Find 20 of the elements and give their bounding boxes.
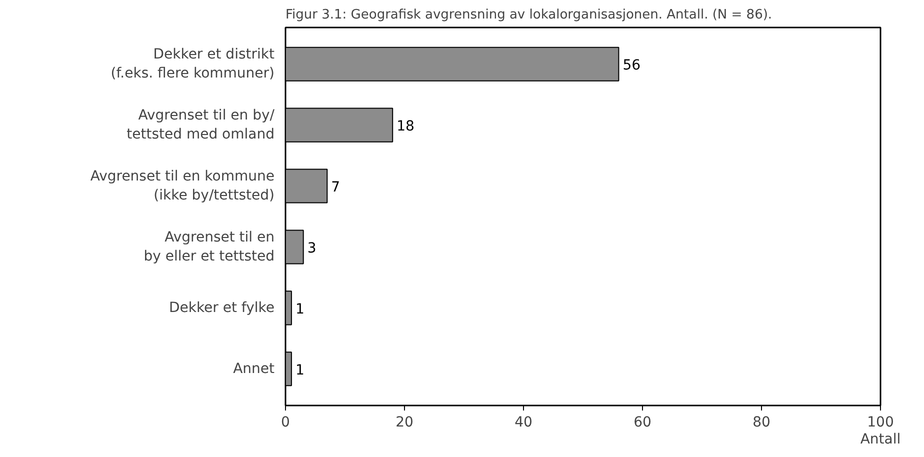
data-label: 7 [331, 180, 340, 196]
x-tick-label: 80 [752, 414, 770, 430]
data-label: 1 [295, 301, 304, 318]
data-label: 1 [295, 362, 304, 378]
y-tick-label: Annet [233, 360, 276, 377]
x-tick-label: 0 [281, 414, 290, 430]
x-axis-title: Antall [860, 432, 901, 448]
y-tick-label: Dekker et distrikt (f.eks. flere kommuner) [110, 46, 276, 82]
x-tick-label: 100 [867, 414, 894, 430]
x-tick-label: 40 [514, 414, 532, 430]
data-label: 56 [622, 58, 641, 74]
y-tick-label: Avgrenset til en by/ tettsted med omland [126, 107, 275, 143]
x-tick-label: 20 [396, 414, 414, 430]
x-tick-label: 60 [634, 414, 652, 430]
data-label: 3 [307, 240, 316, 256]
y-tick-label: Dekker et fylke [168, 300, 274, 316]
y-tick-label: Avgrenset til en by eller et tettsted [144, 229, 275, 265]
y-tick-label: Avgrenset til en kommune (ikke by/tettsted) [90, 168, 275, 204]
data-label: 18 [396, 118, 414, 135]
chart-title: Figur 3.1: Geografisk avgrensning av lokalorganisasjonen. Antall. (N = 86). [286, 8, 772, 22]
